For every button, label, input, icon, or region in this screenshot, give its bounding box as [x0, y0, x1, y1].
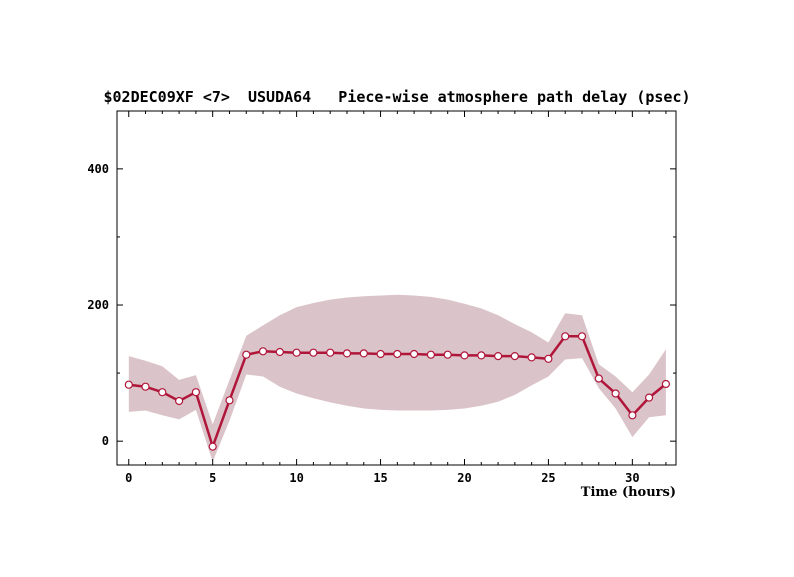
data-point	[359, 349, 368, 358]
data-point	[544, 354, 553, 363]
x-tick-label: 5	[209, 471, 216, 485]
data-point	[175, 396, 184, 406]
data-point	[577, 332, 587, 341]
data-point	[628, 411, 637, 420]
data-point	[393, 349, 402, 359]
y-tick-label: 200	[87, 298, 109, 312]
data-point	[494, 352, 503, 361]
x-axis-label: Time (hours)	[581, 485, 676, 500]
data-point	[410, 349, 419, 359]
data-point	[376, 349, 385, 359]
data-point	[191, 388, 200, 397]
y-tick-label: 0	[102, 434, 109, 448]
data-point	[158, 388, 167, 397]
data-point	[258, 347, 268, 356]
data-point	[644, 393, 654, 402]
data-point	[292, 348, 301, 357]
data-point	[477, 351, 486, 360]
data-point	[426, 350, 435, 359]
data-point	[225, 396, 234, 405]
x-tick-label: 15	[373, 471, 387, 485]
x-tick-label: 25	[541, 471, 555, 485]
data-point	[124, 380, 133, 389]
data-point	[661, 379, 671, 389]
data-point	[208, 442, 217, 451]
x-tick-label: 10	[289, 471, 303, 485]
data-point	[594, 374, 603, 383]
data-point	[443, 350, 452, 359]
data-point	[460, 351, 469, 360]
data-point	[510, 352, 519, 361]
plot-frame	[116, 110, 677, 466]
data-point	[309, 348, 318, 357]
data-point	[527, 353, 536, 362]
data-point	[275, 347, 284, 357]
x-tick-label: 20	[457, 471, 471, 485]
data-point	[611, 389, 620, 398]
chart-title: $02DEC09XF <7> USUDA64 Piece-wise atmosp…	[104, 88, 691, 106]
y-tick-label: 400	[87, 162, 109, 176]
data-point	[342, 349, 352, 358]
data-point	[141, 382, 150, 391]
data-point	[561, 332, 570, 341]
uncertainty-band	[128, 294, 666, 462]
x-tick-label: 0	[125, 471, 132, 485]
x-tick-label: 30	[625, 471, 639, 485]
data-point	[326, 348, 335, 357]
data-point	[242, 350, 251, 359]
